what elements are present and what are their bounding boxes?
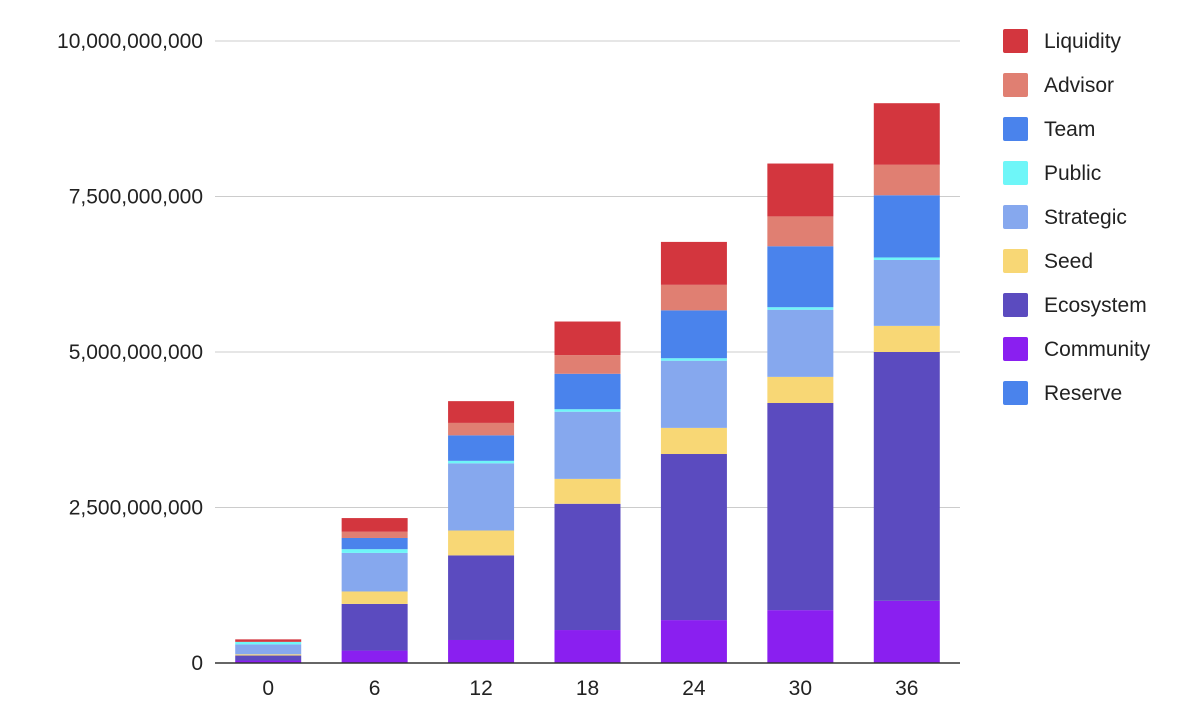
bar-strategic-6 bbox=[341, 552, 408, 592]
bar-community-24 bbox=[660, 620, 727, 663]
y-tick-label: 5,000,000,000 bbox=[69, 341, 203, 364]
bar-ecosystem-6 bbox=[341, 603, 408, 651]
legend-swatch-strategic bbox=[1003, 205, 1028, 229]
legend-label-ecosystem: Ecosystem bbox=[1044, 294, 1147, 317]
bar-strategic-36 bbox=[873, 259, 940, 326]
legend-label-advisor: Advisor bbox=[1044, 74, 1114, 97]
bar-team-36 bbox=[873, 195, 940, 258]
bar-public-12 bbox=[448, 460, 515, 464]
bar-liquidity-12 bbox=[448, 401, 515, 423]
bar-seed-0 bbox=[235, 654, 302, 656]
bar-seed-12 bbox=[448, 530, 515, 556]
legend-label-team: Team bbox=[1044, 118, 1095, 141]
legend-label-reserve: Reserve bbox=[1044, 382, 1122, 405]
bar-strategic-18 bbox=[554, 411, 621, 479]
bar-community-0 bbox=[235, 660, 302, 663]
bar-liquidity-24 bbox=[660, 241, 727, 285]
bar-public-30 bbox=[767, 307, 834, 310]
legend-swatch-seed bbox=[1003, 249, 1028, 273]
bar-liquidity-0 bbox=[235, 639, 302, 642]
bar-liquidity-18 bbox=[554, 321, 621, 356]
y-tick-label: 7,500,000,000 bbox=[69, 186, 203, 209]
bar-team-6 bbox=[341, 537, 408, 550]
y-tick-label: 2,500,000,000 bbox=[69, 497, 203, 520]
bar-advisor-36 bbox=[873, 164, 940, 196]
bar-advisor-6 bbox=[341, 531, 408, 538]
bar-seed-18 bbox=[554, 478, 621, 504]
legend-swatch-community bbox=[1003, 337, 1028, 361]
y-axis-tick-labels: 0 2,500,000,000 5,000,000,000 7,500,000,000… bbox=[57, 30, 203, 675]
bars bbox=[235, 103, 940, 663]
bar-ecosystem-0 bbox=[235, 655, 302, 661]
x-tick-label: 18 bbox=[576, 677, 599, 700]
bar-public-6 bbox=[341, 549, 408, 553]
bar-liquidity-6 bbox=[341, 518, 408, 532]
x-tick-label: 36 bbox=[895, 677, 918, 700]
legend-label-seed: Seed bbox=[1044, 250, 1093, 273]
bar-strategic-24 bbox=[660, 360, 727, 428]
bar-seed-36 bbox=[873, 325, 940, 352]
y-tick-label: 0 bbox=[191, 652, 203, 675]
bar-advisor-24 bbox=[660, 284, 727, 311]
bar-seed-24 bbox=[660, 427, 727, 455]
legend: Liquidity Advisor Team Public Strategic Seed E… bbox=[1003, 29, 1151, 405]
bar-seed-6 bbox=[341, 591, 408, 604]
bar-team-30 bbox=[767, 246, 834, 308]
bar-ecosystem-24 bbox=[660, 454, 727, 621]
bar-ecosystem-36 bbox=[873, 352, 940, 601]
legend-swatch-ecosystem bbox=[1003, 293, 1028, 317]
x-tick-label: 24 bbox=[682, 677, 706, 700]
bar-public-36 bbox=[873, 257, 940, 260]
x-tick-label: 30 bbox=[789, 677, 812, 700]
bar-community-6 bbox=[341, 650, 408, 663]
bar-ecosystem-30 bbox=[767, 403, 834, 611]
bar-ecosystem-12 bbox=[448, 555, 515, 640]
x-axis-tick-labels: 0 6 12 18 24 30 36 bbox=[262, 677, 918, 700]
bar-liquidity-30 bbox=[767, 163, 834, 217]
legend-swatch-liquidity bbox=[1003, 29, 1028, 53]
legend-swatch-reserve bbox=[1003, 381, 1028, 405]
legend-label-public: Public bbox=[1044, 162, 1101, 185]
bar-advisor-30 bbox=[767, 216, 834, 247]
legend-label-strategic: Strategic bbox=[1044, 206, 1127, 229]
legend-swatch-advisor bbox=[1003, 73, 1028, 97]
bar-team-24 bbox=[660, 310, 727, 359]
x-tick-label: 12 bbox=[469, 677, 492, 700]
bar-team-18 bbox=[554, 373, 621, 410]
bar-strategic-0 bbox=[235, 644, 302, 655]
bar-community-30 bbox=[767, 610, 834, 663]
legend-swatch-team bbox=[1003, 117, 1028, 141]
bar-seed-30 bbox=[767, 376, 834, 404]
bar-community-12 bbox=[448, 639, 515, 663]
bar-community-18 bbox=[554, 630, 621, 663]
bar-liquidity-36 bbox=[873, 103, 940, 165]
bar-advisor-18 bbox=[554, 355, 621, 374]
bar-team-12 bbox=[448, 435, 515, 461]
bar-strategic-12 bbox=[448, 463, 515, 531]
bar-ecosystem-18 bbox=[554, 503, 621, 631]
bar-public-0 bbox=[235, 641, 302, 645]
legend-label-liquidity: Liquidity bbox=[1044, 30, 1122, 53]
x-tick-label: 6 bbox=[369, 677, 381, 700]
bar-strategic-30 bbox=[767, 309, 834, 377]
x-tick-label: 0 bbox=[262, 677, 274, 700]
y-tick-label: 10,000,000,000 bbox=[57, 30, 203, 53]
bar-public-18 bbox=[554, 409, 621, 412]
bar-public-24 bbox=[660, 358, 727, 361]
bar-advisor-12 bbox=[448, 422, 515, 436]
legend-swatch-public bbox=[1003, 161, 1028, 185]
bar-community-36 bbox=[873, 600, 940, 663]
legend-label-community: Community bbox=[1044, 338, 1151, 361]
